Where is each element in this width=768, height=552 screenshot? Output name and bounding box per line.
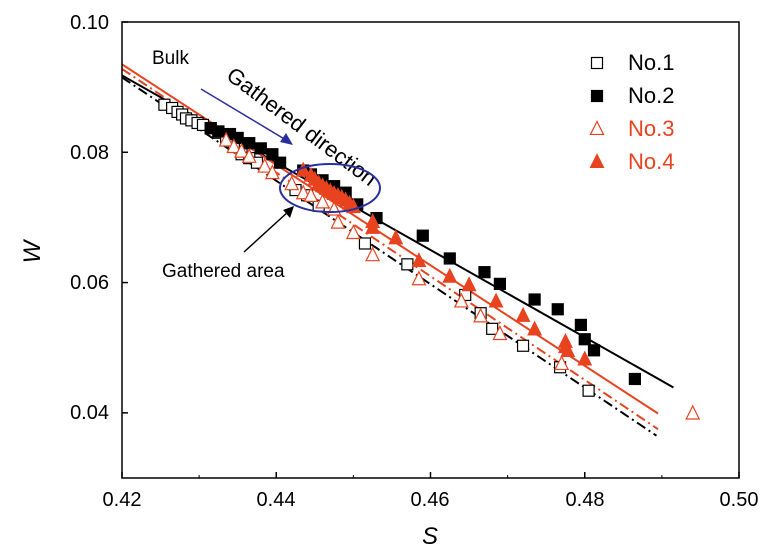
legend-item: No.1 [590, 50, 674, 75]
data-point [551, 303, 564, 316]
x-tick-label: 0.42 [103, 489, 142, 511]
y-tick-label: 0.06 [70, 272, 109, 294]
data-point [492, 325, 508, 341]
data-point [578, 333, 591, 346]
y-tick-label: 0.10 [70, 12, 109, 34]
y-tick-labels: 0.04 0.06 0.08 0.10 [70, 12, 109, 424]
data-point [473, 307, 489, 323]
y-tick-label: 0.08 [70, 142, 109, 164]
legend-item: No.2 [590, 83, 674, 108]
legend-marker [590, 89, 604, 103]
data-point [478, 266, 491, 279]
data-point [234, 142, 250, 158]
data-point [345, 224, 361, 240]
legend-marker [589, 153, 605, 169]
data-point [587, 344, 601, 357]
x-tick-label: 0.50 [720, 489, 759, 511]
data-point [212, 125, 225, 138]
gathered-area-label: Gathered area [162, 261, 285, 282]
x-tick-label: 0.44 [257, 489, 296, 511]
data-point [284, 175, 300, 191]
data-point [488, 292, 504, 308]
axis-ticks [121, 21, 740, 478]
legend-item: No.3 [589, 116, 674, 141]
data-point [303, 187, 319, 202]
data-point [442, 267, 458, 283]
data-point [264, 164, 280, 180]
legend-label: No.4 [628, 149, 674, 174]
data-point [493, 277, 507, 290]
data-point [577, 350, 593, 366]
series-4 [295, 161, 593, 366]
data-point [411, 252, 427, 268]
data-point [411, 270, 427, 286]
data-point [516, 339, 530, 352]
data-points [158, 98, 701, 420]
legend-label: No.3 [628, 116, 674, 141]
data-point [326, 200, 342, 216]
legend-item: No.4 [589, 149, 674, 174]
data-point [257, 157, 273, 173]
data-point [358, 237, 372, 250]
data-point [254, 142, 267, 155]
data-point [401, 258, 414, 271]
data-point [582, 384, 595, 397]
fit-line-3 [121, 76, 658, 437]
data-point [365, 246, 381, 262]
data-point [243, 137, 256, 150]
data-point [461, 276, 477, 292]
data-point [266, 148, 279, 161]
x-tick-labels: 0.42 0.44 0.46 0.48 0.50 [103, 489, 759, 511]
data-point [453, 292, 469, 308]
gathered-area-arrow [243, 210, 290, 253]
data-point [486, 322, 499, 335]
data-point [315, 193, 330, 209]
data-point [574, 318, 587, 332]
legend-marker [590, 56, 604, 70]
fit-line-2 [121, 63, 659, 415]
gathered-direction-arrow [200, 88, 287, 141]
bulk-label: Bulk [152, 48, 189, 69]
gathered-area-arrowhead [283, 206, 294, 218]
data-point [274, 156, 287, 169]
data-point [330, 213, 346, 229]
data-point [528, 293, 541, 306]
y-tick-label: 0.04 [70, 402, 109, 424]
data-point [218, 131, 234, 147]
data-point [295, 184, 311, 200]
legend-label: No.2 [628, 83, 674, 108]
data-point [443, 252, 456, 265]
data-point [515, 306, 531, 322]
x-axis-label: S [422, 523, 438, 550]
data-point [554, 355, 570, 371]
legend-marker [589, 120, 605, 136]
data-point [388, 229, 404, 245]
y-axis-label: W [19, 238, 46, 263]
data-point [560, 342, 576, 358]
data-point [241, 147, 257, 163]
data-point [416, 229, 429, 242]
data-point [527, 320, 543, 336]
x-tick-label: 0.46 [411, 489, 450, 511]
gathered-area-ellipse [279, 163, 381, 213]
data-point [685, 404, 701, 420]
legend: No.1 No.2 No.3 No.4 [589, 50, 674, 174]
gathered-direction-arrowhead [280, 133, 293, 145]
legend-label: No.1 [628, 50, 674, 75]
data-point [226, 138, 242, 154]
series-3 [218, 131, 701, 420]
data-point [365, 218, 381, 234]
x-tick-label: 0.48 [566, 489, 605, 511]
data-point [628, 372, 641, 386]
